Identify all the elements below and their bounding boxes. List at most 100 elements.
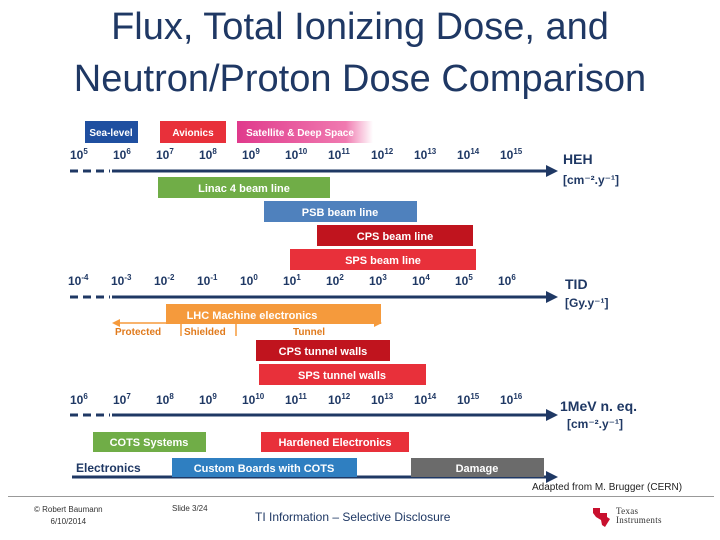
legend: Sea-level Avionics Satellite & Deep Spac…: [85, 121, 373, 143]
footer-slide-number: Slide 3/24: [172, 504, 208, 513]
tid-tick-label: 105: [455, 273, 473, 288]
sps-label: SPS beam line: [345, 255, 421, 267]
slide-title-line2: Neutron/Proton Dose Comparison: [73, 58, 647, 100]
protected-label: Protected: [115, 327, 161, 338]
damage-bar: [411, 458, 544, 477]
heh-tick-label: 1011: [328, 147, 350, 162]
custom-boards-label: Custom Boards with COTS: [194, 463, 335, 475]
tunnel-label: Tunnel: [293, 327, 325, 338]
beam-line-bars: Linac 4 beam line PSB beam line CPS beam…: [158, 177, 476, 270]
neq-tick-label: 106: [70, 392, 88, 407]
footer-copyright: © Robert Baumann 6/10/2014: [34, 504, 103, 528]
neq-tick-label: 107: [113, 392, 131, 407]
hardened-label: Hardened Electronics: [278, 437, 391, 449]
neq-axis-arrowhead: [546, 409, 558, 421]
heh-tick-label: 106: [113, 147, 131, 162]
neq-tick-label: 1016: [500, 392, 523, 407]
tid-tick-label: 100: [240, 273, 258, 288]
tid-axis-arrowhead: [546, 291, 558, 303]
neq-tick-label: 1010: [242, 392, 265, 407]
cots-systems-label: COTS Systems: [110, 437, 189, 449]
electronics-label: Electronics: [76, 461, 141, 475]
heh-tick-label: 1013: [414, 147, 437, 162]
legend-avionics-box: [160, 121, 226, 143]
neq-unit-sub: [cm⁻².y⁻¹]: [567, 417, 623, 431]
heh-tick-label: 105: [70, 147, 88, 162]
footer-disclosure: TI Information – Selective Disclosure: [255, 510, 451, 524]
credit-note: Adapted from M. Brugger (CERN): [532, 482, 683, 493]
neq-tick-label: 109: [199, 392, 217, 407]
ti-state-icon: [593, 508, 610, 527]
heh-tick-label: 109: [242, 147, 260, 162]
neq-tick-label: 1011: [285, 392, 307, 407]
heh-axis: 105 106 107 108 109 1010 1011 1012 1013 1014 1015 …: [70, 147, 619, 187]
heh-tick-label: 1012: [371, 147, 394, 162]
legend-sea-level-label: Sea-level: [89, 128, 133, 139]
tid-unit-label: TID: [565, 276, 588, 292]
tid-tick-label: 102: [326, 273, 344, 288]
heh-tick-label: 1015: [500, 147, 523, 162]
legend-avionics-label: Avionics: [172, 128, 214, 139]
neq-axis: 106 107 108 109 1010 1011 1012 1013 1014 1015 1016…: [70, 392, 637, 431]
heh-tick-label: 1010: [285, 147, 308, 162]
tid-tick-label: 10-4: [68, 273, 89, 288]
footer-copyright-name: © Robert Baumann: [34, 505, 103, 514]
heh-axis-arrowhead: [546, 165, 558, 177]
heh-tick-label: 108: [199, 147, 217, 162]
tid-tick-label: 101: [283, 273, 301, 288]
heh-unit-sub: [cm⁻².y⁻¹]: [563, 173, 619, 187]
tid-tick-label: 10-1: [197, 273, 218, 288]
slide-title-line1: Flux, Total Ionizing Dose, and: [111, 6, 609, 48]
sps-walls-bar: [259, 364, 426, 385]
heh-tick-label: 1014: [457, 147, 480, 162]
neq-tick-label: 108: [156, 392, 174, 407]
psb-bar: [264, 201, 417, 222]
ti-logo: [590, 505, 682, 529]
ti-wordmark: Texas Instruments: [616, 507, 662, 525]
lhc-electronics-group: LHC Machine electronics Protected Shield…: [112, 304, 382, 338]
neq-tick-label: 1013: [371, 392, 394, 407]
footer-date: 6/10/2014: [50, 517, 87, 526]
footer-divider: [8, 496, 714, 497]
sps-bar: [290, 249, 476, 270]
shielded-label: Shielded: [184, 327, 226, 338]
legend-sea-level-box: [85, 121, 138, 143]
tunnel-wall-bars: CPS tunnel walls SPS tunnel walls: [256, 340, 426, 385]
heh-tick-label: 107: [156, 147, 174, 162]
cps-bar: [317, 225, 473, 246]
neq-tick-label: 1014: [414, 392, 437, 407]
cps-walls-bar: [256, 340, 390, 361]
ti-wordmark-line1: Texas: [616, 506, 639, 516]
lhc-range-arrow-right: [374, 319, 382, 327]
tid-unit-sub: [Gy.y⁻¹]: [565, 296, 608, 310]
cps-walls-label: CPS tunnel walls: [279, 346, 368, 358]
tid-tick-label: 106: [498, 273, 516, 288]
electronics-axis-arrowhead: [546, 471, 558, 483]
custom-boards-bar: [172, 458, 357, 477]
ti-wordmark-line2: Instruments: [616, 515, 662, 525]
lhc-range-arrow-left: [112, 319, 120, 327]
tid-tick-label: 10-3: [111, 273, 132, 288]
sps-walls-label: SPS tunnel walls: [298, 370, 386, 382]
electronics-bars: COTS Systems Hardened Electronics Electr…: [72, 432, 558, 483]
hardened-bar: [261, 432, 409, 452]
tid-tick-label: 103: [369, 273, 387, 288]
lhc-bar: [166, 304, 381, 324]
cps-label: CPS beam line: [357, 231, 433, 243]
lhc-label: LHC Machine electronics: [187, 310, 318, 322]
damage-label: Damage: [456, 463, 499, 475]
neq-tick-label: 1015: [457, 392, 480, 407]
neq-tick-label: 1012: [328, 392, 351, 407]
linac4-bar: [158, 177, 330, 198]
tid-tick-label: 10-2: [154, 273, 175, 288]
tid-tick-label: 104: [412, 273, 430, 288]
legend-satellite-box: [237, 121, 373, 143]
linac4-label: Linac 4 beam line: [198, 183, 290, 195]
heh-unit-label: HEH: [563, 151, 593, 167]
cots-systems-bar: [93, 432, 206, 452]
tid-axis: 10-4 10-3 10-2 10-1 100 101 102 103 104 105 106 TI…: [68, 273, 608, 310]
legend-satellite-label: Satellite & Deep Space: [246, 128, 354, 139]
psb-label: PSB beam line: [302, 207, 378, 219]
neq-unit-label: 1MeV n. eq.: [560, 398, 637, 414]
